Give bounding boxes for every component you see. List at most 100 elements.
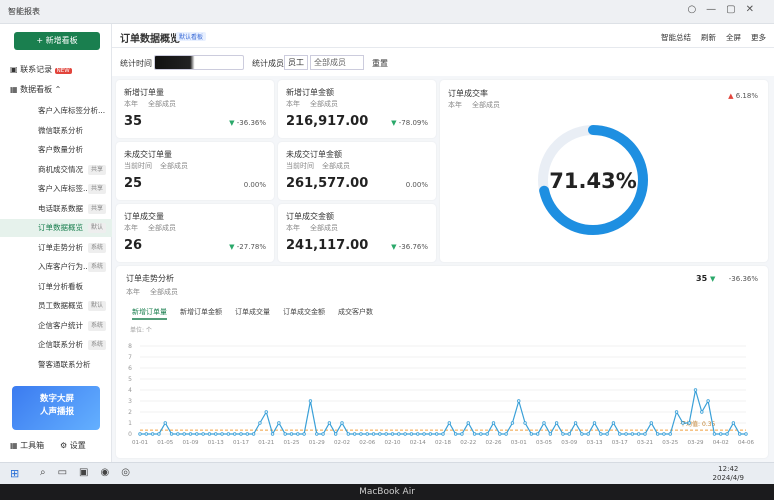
board-item-label: 入库客户行为... (38, 262, 91, 271)
x-tick-label: 03-29 (688, 440, 704, 446)
contacts-link[interactable]: ▣ 联系记录 NEW (10, 65, 72, 74)
data-point (744, 432, 748, 436)
reset-button[interactable]: 重置 (372, 59, 388, 68)
window-title: 智能报表 (8, 7, 40, 16)
card-value: 261,577.00 (286, 176, 369, 191)
board-item[interactable]: 客户入库标签... 共享 (0, 180, 112, 198)
card-change: -36.76% (391, 243, 428, 251)
data-point (333, 432, 338, 436)
y-tick-label: 7 (128, 354, 132, 361)
data-point (340, 421, 344, 425)
taskbar: ⊞ ⌕▭▣◉◎ 12:42 2024/4/9 (0, 462, 774, 484)
member-type-select[interactable]: 员工 (284, 55, 308, 70)
data-point (169, 432, 174, 436)
data-point (636, 432, 641, 436)
chart-tab[interactable]: 订单成交金额 (283, 307, 325, 316)
gauge-arc (538, 125, 648, 235)
date-range-input[interactable] (154, 55, 244, 70)
card-change: 0.00% (243, 181, 266, 189)
average-value: 0.35 (702, 421, 716, 428)
card-title: 订单成交率 (448, 89, 488, 98)
data-point (498, 432, 502, 436)
chart-tab[interactable]: 新增订单金额 (180, 307, 222, 316)
y-tick-label: 2 (128, 409, 132, 416)
board-item[interactable]: 商机成交情况 共享 (0, 161, 112, 179)
x-tick-label: 01-13 (208, 440, 224, 446)
start-button[interactable]: ⊞ (10, 467, 20, 480)
data-point (150, 432, 155, 436)
data-point (725, 432, 729, 436)
board-item-label: 企信联系分析 (38, 340, 83, 349)
y-tick-label: 5 (128, 376, 132, 383)
data-point (144, 432, 149, 436)
x-tick-label: 02-02 (334, 440, 350, 446)
card-period: 本年 (286, 224, 300, 232)
data-point (207, 432, 212, 436)
chart-tab[interactable]: 新增订单量 (132, 307, 167, 316)
board-item-label: 客户入库标签... (38, 184, 91, 193)
card-scope: 全部成员 (148, 100, 176, 108)
card-title: 新增订单金额 (286, 88, 334, 97)
data-point (422, 432, 426, 436)
card-scope: 全部成员 (310, 224, 338, 232)
card-period: 本年 (124, 224, 138, 232)
board-item[interactable]: 订单走势分析 系统 (0, 239, 112, 257)
board-item[interactable]: 入库客户行为... 系统 (0, 258, 112, 276)
toolbox-link[interactable]: ▦ 工具箱 (10, 441, 45, 450)
settings-link[interactable]: ⚙ 设置 (60, 441, 86, 450)
board-item-tag: 系统 (87, 340, 106, 350)
x-tick-label: 04-06 (738, 440, 754, 446)
data-point (239, 432, 243, 436)
date: 2024/4/9 (712, 474, 744, 482)
clock: 12:42 2024/4/9 (713, 465, 744, 483)
board-item[interactable]: 客户入库标签分析... (0, 102, 112, 120)
card-scope: 全部成员 (472, 101, 500, 109)
data-point (485, 432, 489, 436)
gauge-label: 71.43% (549, 169, 636, 193)
card-title: 订单成交量 (124, 212, 164, 221)
header-action[interactable]: 智能总结 (661, 33, 691, 42)
taskbar-icons[interactable]: ⌕▭▣◉◎ (40, 467, 142, 478)
x-tick-label: 01-05 (157, 440, 173, 446)
y-tick-label: 6 (128, 365, 132, 372)
board-item-label: 企信客户统计 (38, 320, 83, 330)
data-point (605, 432, 609, 436)
board-item[interactable]: 客户数量分析 (0, 141, 112, 159)
board-item[interactable]: 警客通联系分析 (0, 356, 112, 374)
new-board-button[interactable]: + 新增看板 (14, 32, 100, 50)
x-tick-label: 03-13 (587, 440, 603, 446)
header: 订单数据概览 默认看板 智能总结 刷新 全屏 更多 (112, 24, 774, 48)
data-point (251, 432, 256, 436)
card-scope: 全部成员 (160, 162, 188, 170)
header-action[interactable]: 更多 (751, 33, 766, 42)
board-item[interactable]: 企信联系分析 系统 (0, 336, 112, 354)
data-point (561, 432, 565, 436)
board-item[interactable]: 电话联系数据 共享 (0, 200, 112, 218)
x-tick-label: 02-26 (486, 440, 502, 446)
header-action[interactable]: 全屏 (726, 33, 741, 42)
data-point (220, 432, 224, 436)
data-point (365, 432, 369, 436)
board-item[interactable]: 员工数据概览 默认 (0, 297, 112, 315)
data-point (157, 432, 161, 436)
data-point (403, 432, 407, 436)
header-action[interactable]: 刷新 (701, 33, 716, 42)
window-controls[interactable]: ○—▢✕ (687, 4, 764, 15)
data-point (378, 432, 382, 436)
data-point (384, 432, 388, 436)
board-item[interactable]: 微信联系分析 (0, 122, 112, 140)
chart-tab[interactable]: 成交客户数 (338, 307, 373, 316)
promo-banner[interactable]: 数字大屏 人声播报 (12, 386, 100, 430)
board-item[interactable]: 订单数据概览 默认 (0, 219, 112, 237)
unit-label: 单位: 个 (130, 326, 152, 334)
boards-heading[interactable]: ▦ 数据看板 ⌃ (10, 85, 62, 94)
data-point (681, 421, 685, 425)
x-tick-label: 03-21 (637, 440, 653, 446)
member-select[interactable]: 全部成员 (310, 55, 364, 70)
board-item-label: 警客通联系分析 (38, 359, 91, 369)
board-item[interactable]: 订单分析看板 (0, 278, 112, 296)
chart-tab[interactable]: 订单成交量 (235, 307, 270, 316)
board-item[interactable]: 企信客户统计 系统 (0, 317, 112, 335)
